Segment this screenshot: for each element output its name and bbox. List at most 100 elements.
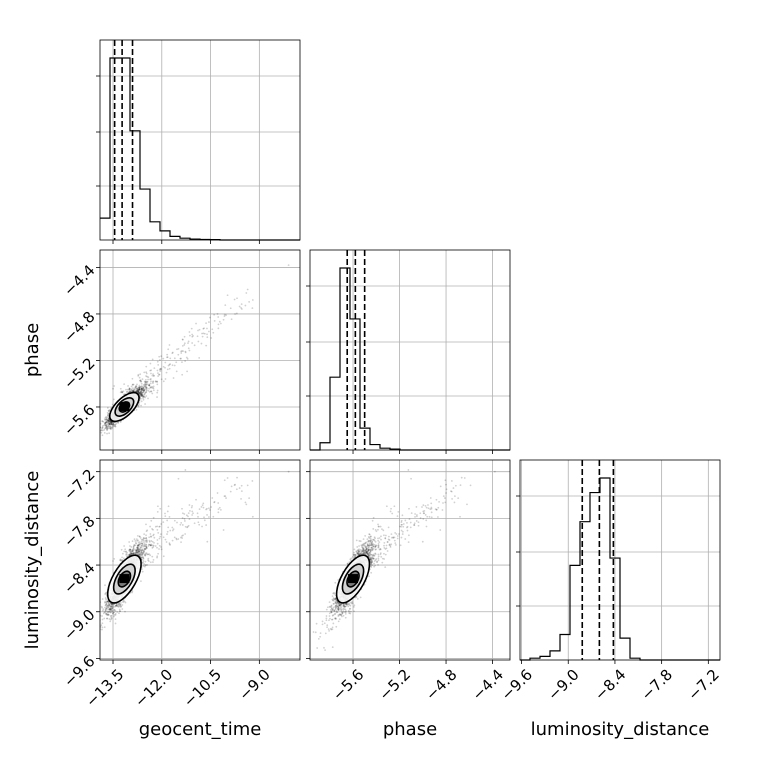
panel-geocent-time-vs-phase-point xyxy=(151,386,154,389)
panel-geocent-time-vs-phase-point xyxy=(117,421,119,424)
panel-geocent-time-vs-phase-point xyxy=(238,305,241,308)
panel-geocent-time-vs-luminosity-distance-point xyxy=(95,647,97,649)
panel-geocent-time-vs-phase-point xyxy=(184,350,187,353)
panel-geocent-time-vs-phase-point xyxy=(162,357,165,360)
panel-geocent-time-vs-luminosity-distance-point xyxy=(143,547,146,550)
panel-geocent-time-vs-luminosity-distance-point xyxy=(92,628,94,630)
panel-geocent-time-vs-phase-point xyxy=(226,294,229,297)
panel-geocent-time-vs-luminosity-distance-point xyxy=(134,542,137,544)
panel-geocent-time-vs-phase-point xyxy=(115,423,117,425)
panel-geocent-time-vs-luminosity-distance-point xyxy=(119,558,122,561)
panel-geocent-time-vs-phase-point xyxy=(153,367,156,370)
panel-geocent-time-vs-luminosity-distance-point xyxy=(132,552,135,555)
panel-geocent-time-vs-phase-point xyxy=(173,364,176,367)
panel-geocent-time-vs-phase-point xyxy=(132,388,135,391)
panel-geocent-time-vs-phase-point xyxy=(169,357,172,360)
panel-geocent-time-vs-phase-point xyxy=(137,390,140,393)
panel-geocent-time-vs-phase-point xyxy=(223,315,226,318)
panel-geocent-time-vs-phase-point xyxy=(107,414,109,417)
panel-geocent-time-vs-phase-point xyxy=(137,391,140,394)
panel-geocent-time-vs-luminosity-distance-point xyxy=(110,607,112,610)
panel-geocent-time-vs-luminosity-distance-point xyxy=(112,605,115,608)
panel-geocent-time-vs-luminosity-distance-point xyxy=(114,604,117,607)
panel-geocent-time-vs-phase-point xyxy=(108,420,110,423)
panel-geocent-time-vs-phase-point xyxy=(158,359,161,361)
panel-geocent-time-vs-luminosity-distance-point xyxy=(141,549,144,552)
panel-geocent-time-vs-phase-point xyxy=(107,419,110,422)
panel-geocent-time-vs-phase-point xyxy=(119,391,122,394)
panel-geocent-time-vs-phase-point xyxy=(134,386,137,389)
panel-geocent-time-vs-luminosity-distance-point xyxy=(122,557,125,560)
panel-geocent-time-vs-phase-point xyxy=(109,427,112,430)
panel-geocent-time-vs-luminosity-distance-point xyxy=(105,612,107,615)
panel-geocent-time-vs-luminosity-distance-point xyxy=(145,546,148,548)
panel-geocent-time-vs-phase-point xyxy=(158,373,160,376)
panel-geocent-time-vs-luminosity-distance-point xyxy=(129,551,132,553)
panel-geocent-time-vs-phase-point xyxy=(101,429,103,432)
panel-geocent-time-vs-phase-point xyxy=(140,387,143,390)
panel-geocent-time-vs-luminosity-distance-point xyxy=(118,612,120,615)
panel-geocent-time-vs-phase-point xyxy=(140,394,143,397)
panel-geocent-time-vs-luminosity-distance-point xyxy=(118,608,121,611)
hist-geocent-time-frame xyxy=(99,39,301,241)
panel-geocent-time-vs-phase-point xyxy=(105,421,107,424)
panel-geocent-time-vs-luminosity-distance-point xyxy=(107,614,110,617)
panel-geocent-time-vs-luminosity-distance-point xyxy=(109,605,111,608)
panel-geocent-time-vs-luminosity-distance-point xyxy=(137,553,140,556)
panel-geocent-time-vs-luminosity-distance-point xyxy=(136,551,139,554)
panel-geocent-time-vs-luminosity-distance-point xyxy=(109,615,112,617)
panel-geocent-time-vs-phase-point xyxy=(233,298,236,301)
panel-geocent-time-vs-luminosity-distance-point xyxy=(100,605,103,608)
panel-geocent-time-vs-phase-point xyxy=(108,410,110,413)
panel-geocent-time-vs-phase-point xyxy=(142,397,144,399)
panel-geocent-time-vs-phase-point xyxy=(143,389,146,392)
panel-geocent-time-vs-phase-point xyxy=(181,338,184,341)
panel-geocent-time-vs-phase-point xyxy=(109,427,111,430)
panel-geocent-time-vs-phase-point xyxy=(141,378,144,381)
panel-geocent-time-vs-phase-point xyxy=(131,377,134,380)
panel-geocent-time-vs-phase-point xyxy=(148,383,151,386)
panel-geocent-time-vs-phase-point xyxy=(144,383,147,386)
panel-geocent-time-vs-luminosity-distance-point xyxy=(95,623,97,625)
panel-geocent-time-vs-luminosity-distance-point xyxy=(111,607,114,609)
panel-geocent-time-vs-luminosity-distance-point xyxy=(135,550,138,553)
panel-geocent-time-vs-phase-point xyxy=(145,372,148,375)
panel-geocent-time-vs-luminosity-distance-point xyxy=(93,636,95,638)
panel-geocent-time-vs-phase-point xyxy=(142,388,145,391)
panel-geocent-time-vs-phase-point xyxy=(109,421,112,424)
panel-geocent-time-vs-phase-point xyxy=(213,320,216,322)
panel-geocent-time-vs-luminosity-distance-point xyxy=(128,550,131,553)
panel-geocent-time-vs-phase-point xyxy=(156,380,159,383)
panel-geocent-time-vs-phase-point xyxy=(140,389,143,391)
panel-geocent-time-vs-phase-point xyxy=(150,369,153,372)
panel-geocent-time-vs-phase-point xyxy=(139,386,142,388)
panel-geocent-time-vs-luminosity-distance-point xyxy=(136,546,139,549)
panel-geocent-time-vs-phase-point xyxy=(182,350,184,353)
panel-geocent-time-vs-luminosity-distance-point xyxy=(110,616,113,619)
panel-geocent-time-vs-phase-point xyxy=(217,323,220,326)
panel-geocent-time-vs-phase-point xyxy=(217,327,220,330)
panel-geocent-time-vs-phase-point xyxy=(139,394,141,396)
panel-geocent-time-vs-luminosity-distance-point xyxy=(118,605,121,608)
panel-geocent-time-vs-phase-point xyxy=(186,357,189,360)
panel-geocent-time-vs-phase-point xyxy=(115,421,118,424)
panel-geocent-time-vs-luminosity-distance-point xyxy=(137,548,140,551)
panel-geocent-time-vs-phase-point xyxy=(137,390,140,392)
panel-geocent-time-vs-phase-point xyxy=(149,386,152,389)
panel-geocent-time-vs-phase-point xyxy=(145,381,147,383)
panel-geocent-time-vs-phase-point xyxy=(144,381,147,384)
panel-geocent-time-vs-phase-point xyxy=(129,390,132,392)
panel-geocent-time-vs-luminosity-distance-point xyxy=(110,603,113,605)
panel-geocent-time-vs-luminosity-distance-point xyxy=(113,614,116,616)
panel-geocent-time-vs-phase-point xyxy=(172,377,175,379)
panel-geocent-time-vs-phase-point xyxy=(106,419,109,422)
panel-geocent-time-vs-luminosity-distance-point xyxy=(114,605,116,608)
panel-geocent-time-vs-phase-point xyxy=(106,416,109,419)
panel-geocent-time-vs-phase-point xyxy=(149,382,152,385)
panel-geocent-time-vs-phase-point xyxy=(117,421,120,424)
panel-geocent-time-vs-phase-point xyxy=(91,434,93,436)
panel-geocent-time-vs-phase-point xyxy=(144,396,147,399)
panel-geocent-time-vs-phase-point xyxy=(107,420,110,423)
panel-geocent-time-vs-luminosity-distance-point xyxy=(105,604,107,606)
panel-geocent-time-vs-luminosity-distance-point xyxy=(106,611,109,614)
